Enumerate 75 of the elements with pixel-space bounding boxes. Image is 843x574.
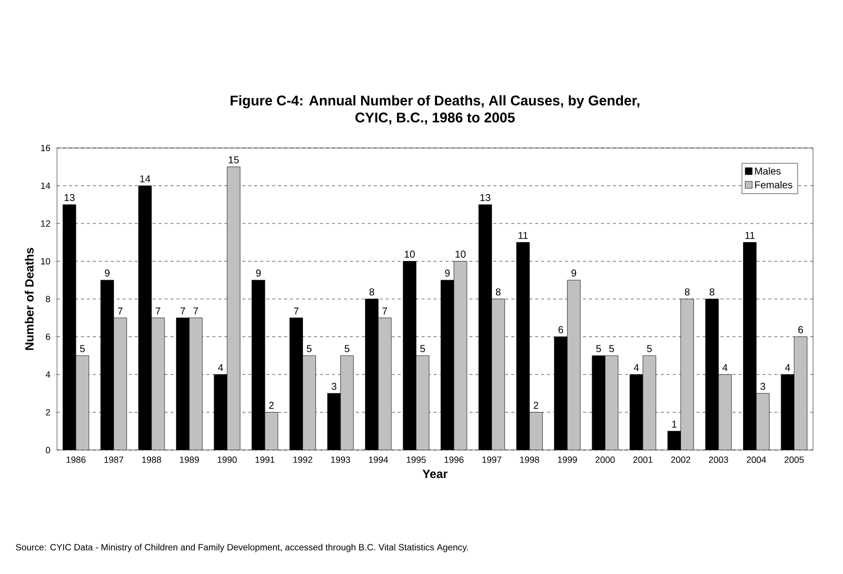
x-tick-label: 1999 [558,456,577,463]
data-label: 6 [798,326,803,334]
data-label: 10 [404,250,415,258]
y-axis-title: Number of Deaths [24,248,34,350]
data-label: 7 [180,307,186,314]
data-label: 9 [256,270,261,277]
x-tick-label: 1990 [218,456,237,463]
data-label: 13 [64,194,75,202]
data-label: 14 [140,175,150,182]
data-label: 5 [596,345,601,352]
y-tick-label: 14 [41,182,50,189]
x-tick-label: 2002 [671,456,690,463]
data-label: 5 [80,345,85,352]
data-label: 9 [445,270,450,277]
source-note: Source: CYIC Data - Ministry of Children and Family Development, accessed through B.C. Vital Statistics Agency. [16,544,468,552]
x-tick-label: 1995 [406,456,426,463]
x-tick-label: 1994 [368,456,388,463]
data-label: 5 [306,345,312,352]
y-tick-label: 0 [46,446,50,454]
x-tick-label: 2000 [596,456,615,463]
data-label: 5 [647,345,652,352]
y-tick-label: 8 [46,296,50,302]
y-tick-label: 16 [41,144,50,152]
x-tick-label: 2001 [633,456,652,463]
data-label: 7 [382,307,388,314]
data-label: 2 [269,402,274,409]
x-tick-label: 2005 [784,456,804,463]
data-label: 9 [104,270,110,277]
data-label: 7 [118,307,122,314]
x-tick-label: 1996 [444,456,464,463]
data-label: 5 [420,345,425,352]
data-label: 3 [332,382,336,390]
x-tick-label: 1986 [66,456,86,463]
x-tick-label: 2003 [708,456,728,463]
data-label: 9 [571,270,576,277]
x-tick-label: 1989 [180,456,199,463]
data-label: 7 [294,307,298,314]
data-label: 15 [228,156,239,164]
data-label: 11 [745,232,755,239]
data-label: 2 [534,402,538,409]
data-label: 8 [369,288,374,296]
x-tick-label: 2004 [746,456,766,463]
x-tick-label: 1992 [293,456,312,463]
data-label: 5 [344,345,350,352]
data-label: 13 [480,194,490,202]
data-label: 7 [194,307,198,314]
x-tick-label: 1991 [256,456,274,463]
data-label: 8 [710,288,714,296]
data-label: 6 [558,326,564,334]
y-tick-label: 12 [41,220,50,227]
data-label: 4 [634,364,639,371]
legend-label: Males [755,167,781,175]
data-label: 1 [672,420,677,428]
y-tick-label: 2 [46,409,50,416]
data-label: 4 [785,364,790,371]
y-tick-label: 10 [41,258,50,264]
data-label: 8 [684,288,690,296]
data-label: 11 [518,232,528,239]
legend-label: Females [755,181,792,188]
data-label: 4 [218,364,224,371]
data-label: 4 [722,364,728,371]
data-label: 7 [156,307,160,314]
x-tick-label: 1998 [520,456,540,463]
x-tick-label: 1997 [482,456,502,463]
data-label: 8 [496,288,501,296]
x-tick-label: 1993 [331,456,350,463]
y-tick-label: 4 [46,371,50,378]
x-tick-label: 1988 [142,456,162,463]
data-label: 5 [609,345,614,352]
x-tick-label: 1987 [104,456,124,463]
data-label: 10 [456,250,466,258]
chart-title: Figure C-4: Annual Number of Deaths, All Causes, by Gender, CYIC, B.C., 1986 to 2005 [230,95,640,124]
x-axis-title: Year [422,470,448,478]
data-label: 3 [760,382,766,390]
y-tick-label: 6 [46,334,50,340]
